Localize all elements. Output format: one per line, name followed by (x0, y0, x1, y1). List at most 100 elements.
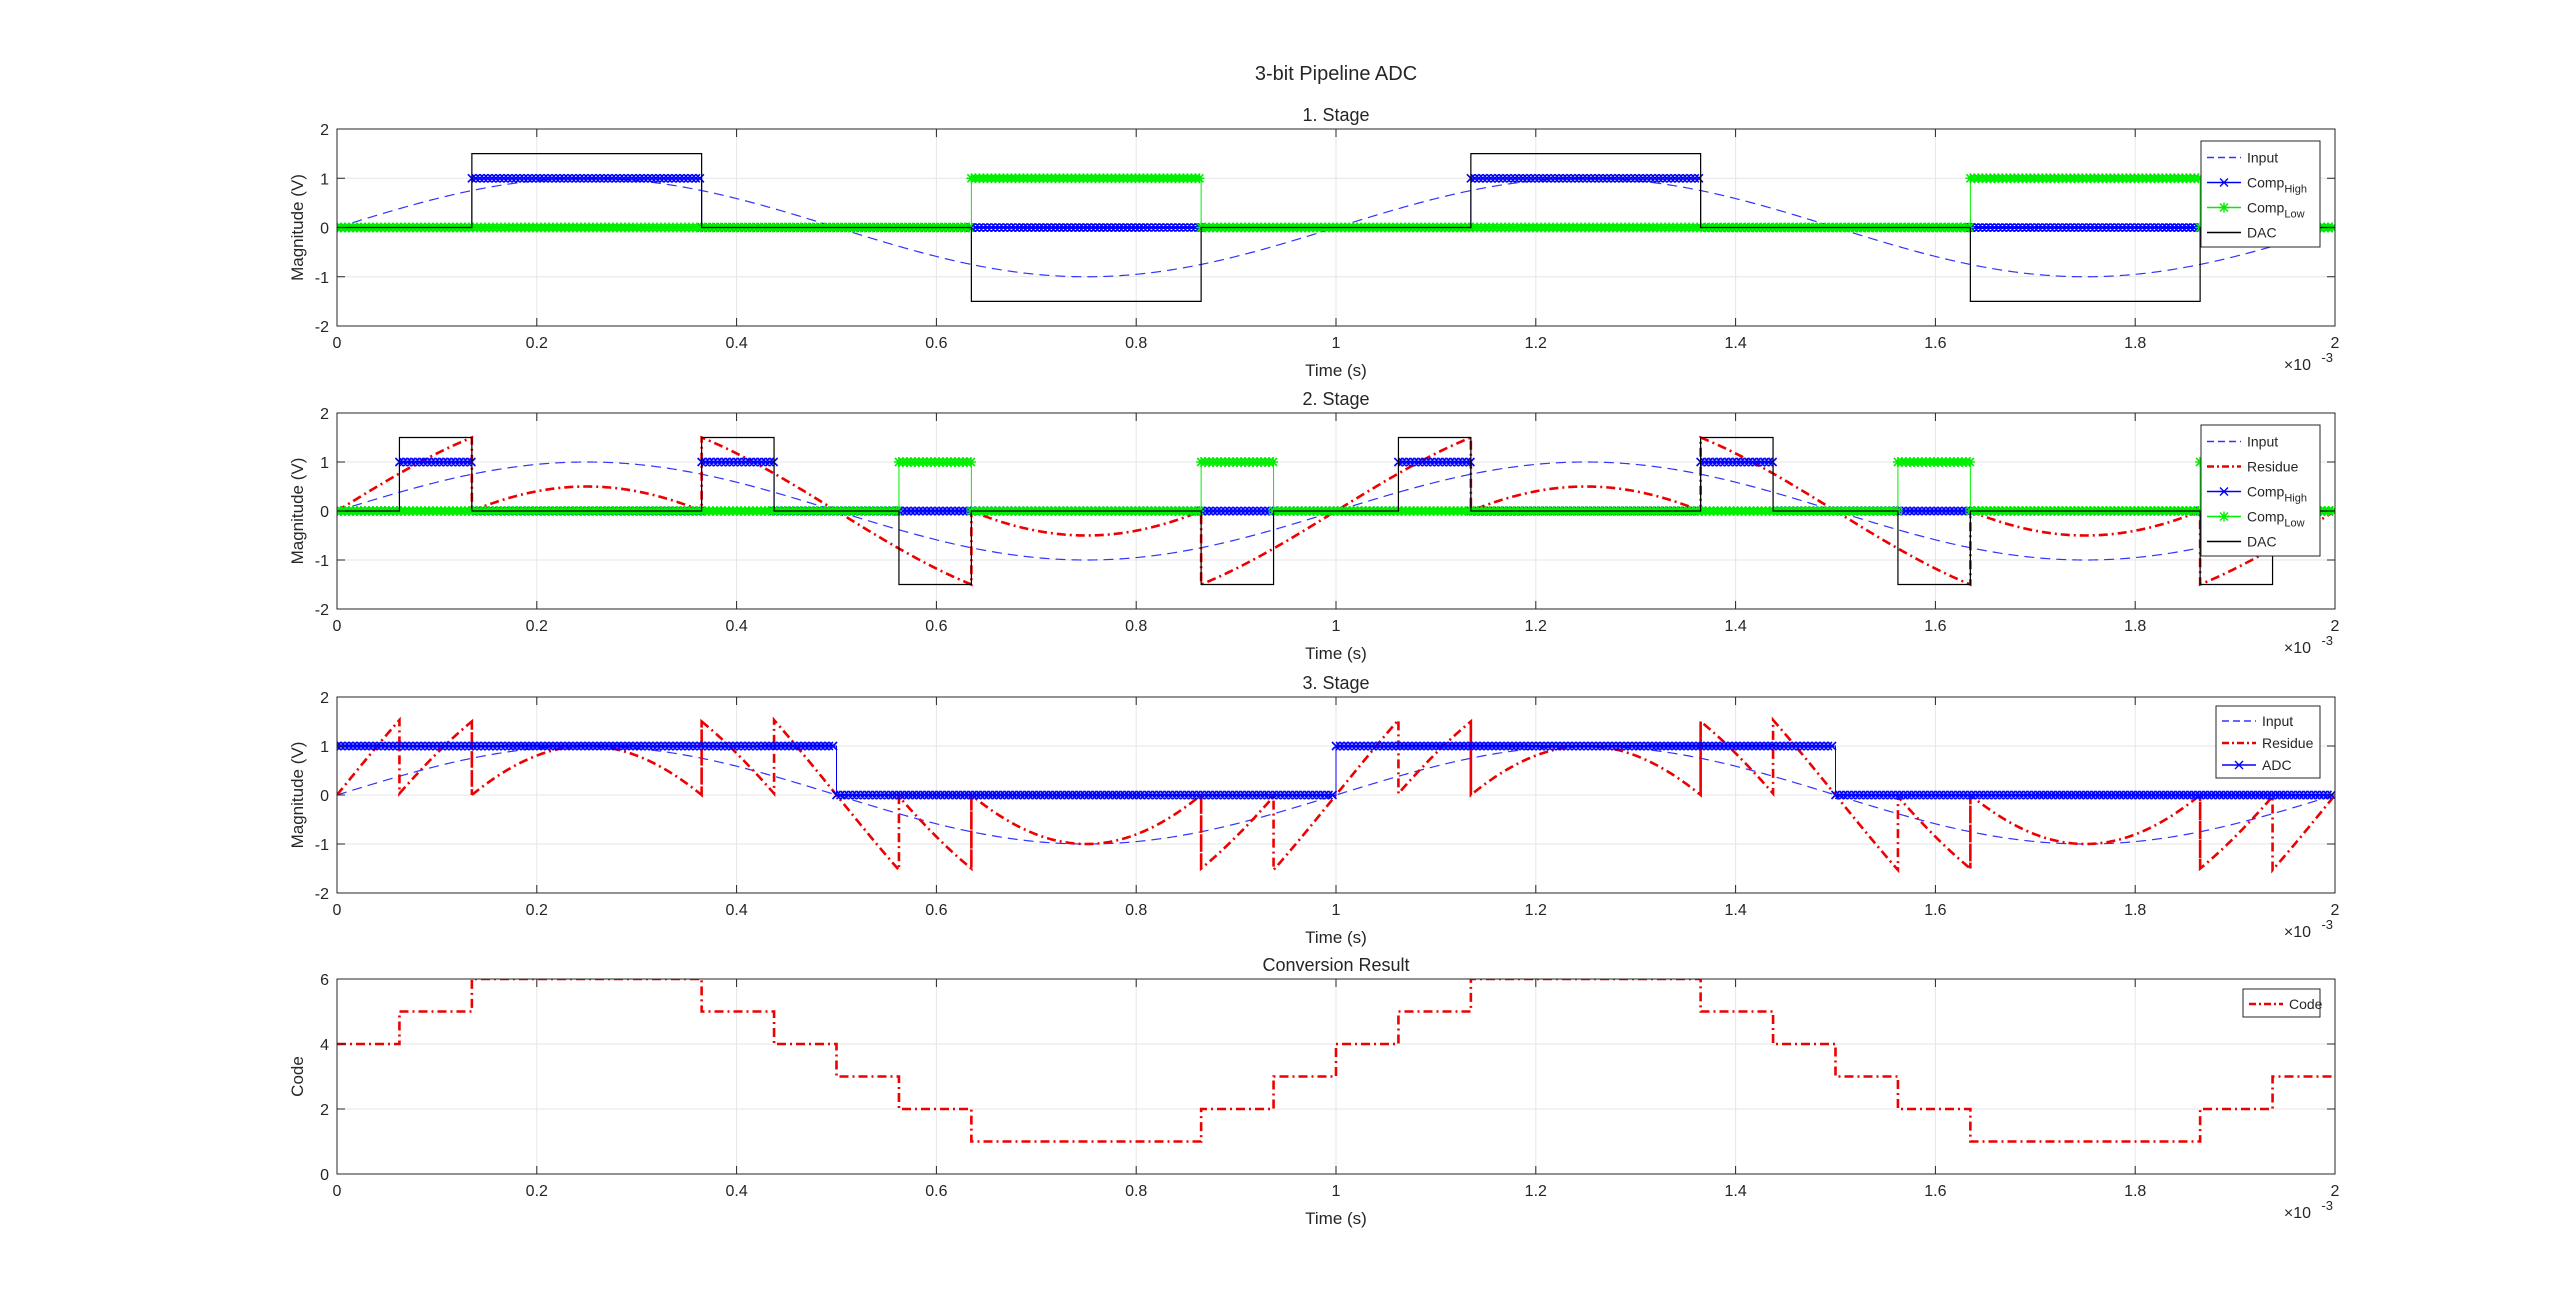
x-exponent-superscript: -3 (2321, 633, 2333, 648)
y-axis-label: Magnitude (V) (288, 174, 307, 281)
y-tick-label: 1 (320, 171, 329, 188)
panel-title: 2. Stage (1302, 389, 1369, 409)
y-tick-label: -2 (315, 886, 329, 903)
series-input-line (337, 461, 2335, 561)
y-tick-label: 0 (320, 221, 329, 238)
axes-panel-1: 0 0.2 0.4 0.6 0.8 1 1.2 1.4 1.6 1.8 2 -2 -1 0 1 2 ×10 -3 1… (288, 105, 2340, 380)
x-exponent-label: ×10 (2284, 357, 2311, 374)
plot-area (337, 979, 2335, 1143)
axes-panel-3: 0 0.2 0.4 0.6 0.8 1 1.2 1.4 1.6 1.8 2 -2 -1 0 1 2 ×10 -3 3… (288, 673, 2340, 947)
marker-run (894, 506, 976, 516)
x-tick-label: 1.6 (1924, 902, 1946, 919)
x-tick-label: 1.6 (1924, 335, 1946, 352)
marker-run (1696, 457, 1778, 467)
x-tick-label: 0.4 (725, 618, 747, 635)
x-tick-label: 0.6 (925, 1183, 947, 1200)
legend-label: ADC (2262, 757, 2292, 773)
figure-title: 3-bit Pipeline ADC (1255, 63, 1417, 85)
plot-area (337, 716, 2335, 874)
x-tick-label: 0.8 (1125, 902, 1147, 919)
y-tick-label: 4 (320, 1037, 329, 1054)
x-tick-label: 0.6 (925, 902, 947, 919)
x-tick-label: 1.2 (1525, 335, 1547, 352)
axes-panel-4: 0 0.2 0.4 0.6 0.8 1 1.2 1.4 1.6 1.8 2 0 2 4 6 ×10 -3 Conv… (288, 955, 2340, 1228)
legend-label: DAC (2247, 225, 2277, 241)
x-tick-label: 1.8 (2124, 335, 2146, 352)
y-axis-label: Magnitude (V) (288, 742, 307, 849)
legend-label: Input (2247, 150, 2278, 166)
x-tick-label: 0 (333, 902, 342, 919)
marker-run (1196, 506, 1278, 516)
x-tick-label: 0.6 (925, 618, 947, 635)
marker-run (697, 457, 779, 467)
y-tick-label: 1 (320, 739, 329, 756)
legend-label-subscript: High (2284, 493, 2307, 505)
y-tick-label: 0 (320, 1167, 329, 1184)
x-tick-label: 1.4 (1724, 902, 1746, 919)
y-tick-label: -1 (315, 270, 329, 287)
legend: Code (2242, 988, 2323, 1018)
marker-run (1830, 790, 2335, 800)
series-complow-markers (337, 457, 2335, 516)
x-tick-label: 1.2 (1525, 1183, 1547, 1200)
legend-marker (2219, 202, 2229, 213)
x-exponent-label: ×10 (2284, 640, 2311, 657)
y-tick-label: 2 (320, 690, 329, 707)
legend-marker (2234, 760, 2244, 770)
legend-label: Input (2262, 713, 2293, 729)
axes-panel-2: 0 0.2 0.4 0.6 0.8 1 1.2 1.4 1.6 1.8 2 -2 -1 0 1 2 ×10 -3 2… (288, 389, 2340, 663)
marker-run (893, 457, 976, 467)
y-tick-label: 1 (320, 455, 329, 472)
plot-area (337, 153, 2335, 302)
marker-run (1196, 457, 1279, 467)
series-code-line (337, 979, 2335, 1143)
legend-box (2200, 140, 2321, 248)
y-tick-label: 6 (320, 972, 329, 989)
x-tick-label: 0 (333, 1183, 342, 1200)
x-tick-label: 1.2 (1525, 902, 1547, 919)
plot-area (337, 435, 2335, 587)
x-tick-label: 1.4 (1724, 1183, 1746, 1200)
legend-label-subscript: Low (2284, 518, 2304, 530)
x-axis-label: Time (s) (1305, 361, 1367, 380)
x-tick-label: 0.8 (1125, 1183, 1147, 1200)
x-exponent-label: ×10 (2284, 1205, 2311, 1222)
panel-title: 3. Stage (1302, 673, 1369, 693)
x-tick-label: 0.6 (925, 335, 947, 352)
x-tick-label: 0.8 (1125, 335, 1147, 352)
legend-label: Residue (2247, 459, 2299, 475)
marker-run (1393, 457, 1475, 467)
x-axis-label: Time (s) (1305, 1209, 1367, 1228)
x-axis-label: Time (s) (1305, 928, 1367, 947)
x-tick-label: 1.6 (1924, 618, 1946, 635)
x-tick-label: 1 (1332, 335, 1341, 352)
series-residue-line (337, 716, 2335, 874)
series-dac-line (337, 436, 2335, 586)
marker-run (394, 457, 476, 467)
legend-label: Code (2289, 996, 2323, 1012)
x-tick-label: 1 (1332, 1183, 1341, 1200)
legend: Input Residue ADC (2215, 705, 2321, 779)
y-tick-label: -2 (315, 602, 329, 619)
x-tick-label: 0 (333, 335, 342, 352)
legend-box (2200, 424, 2321, 557)
x-tick-label: 0.2 (526, 335, 548, 352)
x-tick-label: 1.6 (1924, 1183, 1946, 1200)
panel-title: Conversion Result (1262, 955, 1409, 975)
marker-run (1965, 173, 2204, 184)
y-tick-label: 2 (320, 406, 329, 423)
x-tick-label: 0.8 (1125, 618, 1147, 635)
marker-run (1893, 506, 1975, 516)
y-tick-label: -1 (315, 837, 329, 854)
legend-label-subscript: Low (2284, 209, 2304, 221)
y-axis-label: Magnitude (V) (288, 458, 307, 565)
marker-run (1892, 457, 1975, 467)
y-tick-label: -1 (315, 553, 329, 570)
x-tick-label: 1.4 (1724, 335, 1746, 352)
y-tick-label: 0 (320, 504, 329, 521)
series-adc-line (337, 745, 2335, 796)
y-tick-label: 2 (320, 122, 329, 139)
x-tick-label: 0.4 (725, 335, 747, 352)
